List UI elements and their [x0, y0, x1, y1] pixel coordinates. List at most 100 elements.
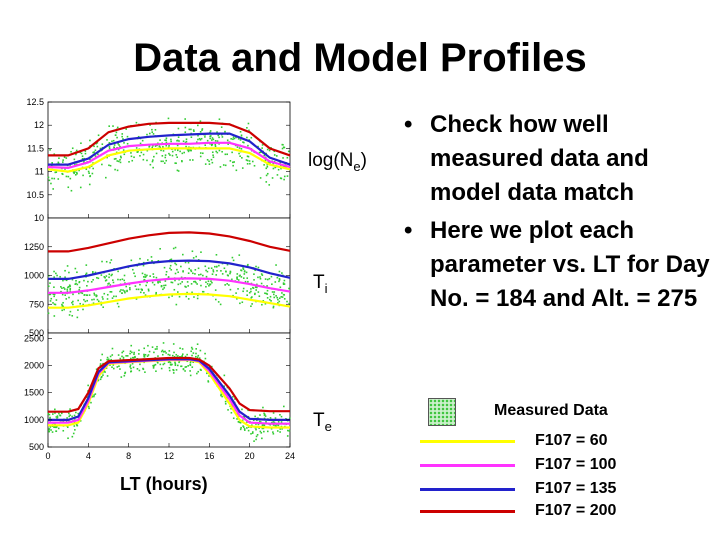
measured-data-point [118, 160, 120, 163]
measured-data-point [190, 136, 193, 139]
measured-data-point [165, 144, 168, 147]
measured-data-point [163, 287, 166, 289]
measured-data-point [178, 295, 181, 298]
ti-axis-label: Ti [313, 272, 328, 296]
measured-data-point [287, 429, 289, 432]
measured-data-point [250, 136, 253, 139]
measured-data-point [143, 292, 145, 294]
measured-data-point [175, 263, 178, 266]
measured-data-point [210, 280, 212, 283]
measured-data-point [129, 352, 131, 355]
measured-data-point [210, 365, 213, 368]
charts-area: 12.51211.51110.5101250100075050025002000… [24, 97, 295, 461]
measured-data-point [254, 427, 257, 429]
measured-data-point [281, 143, 284, 146]
measured-data-point [263, 164, 265, 166]
measured-data-point [71, 278, 74, 281]
measured-data-point [199, 138, 202, 141]
measured-data-point [279, 286, 282, 289]
measured-data-point [122, 356, 125, 359]
measured-data-point [162, 363, 165, 366]
measured-data-point [189, 159, 191, 161]
measured-data-point [277, 302, 279, 304]
measured-data-point [93, 145, 95, 148]
measured-data-point [223, 385, 225, 388]
measured-data-point [237, 288, 239, 290]
measured-data-point [206, 139, 209, 142]
measured-data-point [288, 287, 290, 290]
measured-data-point [217, 134, 220, 137]
measured-data-point [155, 152, 158, 155]
measured-data-point [184, 118, 186, 120]
measured-data-point [190, 283, 193, 285]
measured-data-point [65, 157, 68, 159]
measured-data-point [68, 415, 70, 418]
series-line [48, 292, 291, 309]
measured-data-point [263, 430, 265, 433]
measured-data-point [218, 118, 221, 121]
measured-data-point [123, 142, 125, 144]
measured-data-point [222, 164, 225, 166]
measured-data-point [86, 284, 88, 287]
measured-data-point [53, 286, 55, 289]
measured-data-point [160, 149, 162, 152]
measured-data-point [80, 152, 83, 155]
measured-data-point [73, 414, 76, 417]
measured-data-point [224, 164, 227, 167]
measured-data-point [189, 370, 191, 372]
measured-data-point [56, 274, 58, 277]
measured-data-point [121, 135, 123, 138]
ti-label-sub: i [324, 280, 328, 296]
ne-label-close: ) [360, 150, 367, 171]
measured-data-point [135, 147, 138, 149]
measured-data-point [238, 254, 241, 256]
measured-data-point [263, 154, 266, 157]
measured-data-point [83, 294, 86, 296]
measured-data-point [259, 414, 261, 416]
measured-data-point [90, 401, 92, 404]
ne-label-base: log(N [308, 150, 354, 171]
measured-data-point [206, 283, 209, 285]
measured-data-point [180, 265, 182, 268]
measured-data-point [171, 281, 174, 284]
measured-data-point [111, 297, 114, 299]
measured-data-point [224, 153, 227, 156]
measured-data-point [68, 296, 70, 299]
measured-data-point [163, 284, 165, 287]
measured-data-point [168, 296, 170, 299]
measured-data-point [62, 305, 65, 308]
measured-data-point [76, 172, 78, 175]
measured-data-point [196, 356, 199, 359]
measured-data-point [64, 276, 66, 278]
measured-data-point [176, 139, 178, 142]
measured-data-point [232, 396, 234, 398]
measured-data-point [69, 408, 71, 410]
measured-data-point [270, 427, 273, 430]
measured-data-point [73, 172, 75, 175]
measured-data-point [110, 291, 113, 293]
measured-data-point [223, 267, 226, 270]
measured-data-point [237, 420, 240, 423]
measured-data-point [84, 300, 87, 303]
measured-data-point [49, 426, 52, 428]
measured-data-point [126, 355, 129, 357]
measured-data-point [211, 273, 214, 275]
measured-data-point [106, 375, 109, 377]
measured-data-point [142, 276, 145, 278]
measured-data-point [195, 352, 197, 355]
measured-data-point [71, 314, 74, 317]
measured-data-point [149, 163, 152, 166]
legend-line [420, 488, 515, 491]
measured-data-point [138, 369, 141, 372]
measured-data-point [197, 370, 200, 373]
measured-data-point [81, 157, 84, 160]
measured-data-point [101, 163, 103, 166]
measured-data-point [155, 293, 157, 296]
measured-data-point [202, 274, 204, 277]
measured-data-point [246, 155, 249, 158]
measured-data-point [192, 361, 194, 363]
measured-data-point [263, 412, 265, 415]
measured-data-point [184, 261, 187, 264]
measured-data-point [69, 414, 71, 417]
measured-data-point [178, 361, 180, 364]
